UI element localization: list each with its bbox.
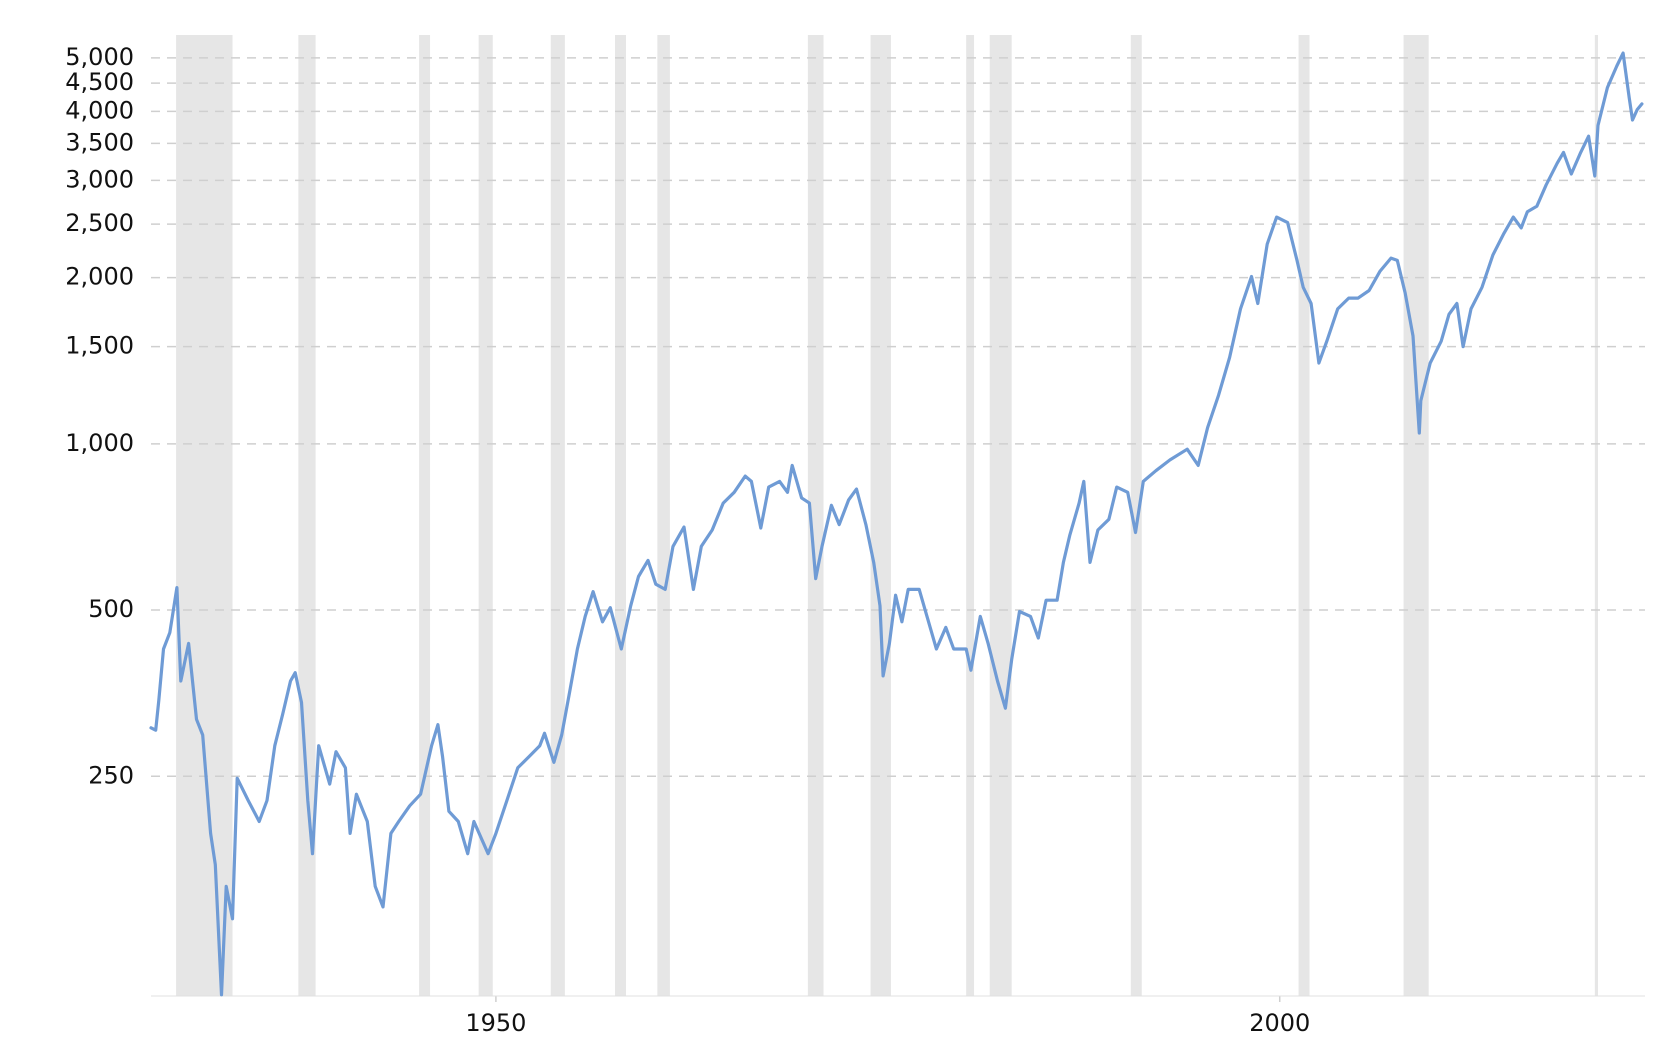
recession-band: [966, 35, 975, 996]
y-tick-label: 500: [88, 595, 134, 623]
recession-shading: [176, 35, 1598, 996]
recession-band: [989, 35, 1012, 996]
y-tick-label: 4,500: [65, 68, 134, 96]
y-tick-label: 4,000: [65, 96, 134, 124]
recession-band: [1298, 35, 1310, 996]
y-tick-label: 3,500: [65, 128, 134, 156]
recession-band: [1594, 35, 1598, 996]
price-line: [149, 51, 1644, 997]
x-tick-label: 1950: [465, 1009, 526, 1037]
recession-band: [870, 35, 891, 996]
y-tick-label: 2,000: [65, 263, 134, 291]
y-tick-label: 5,000: [65, 43, 134, 71]
recession-band: [657, 35, 670, 996]
recession-band: [298, 35, 316, 996]
x-tick-label: 2000: [1249, 1009, 1310, 1037]
recession-band: [615, 35, 627, 996]
recession-band: [807, 35, 824, 996]
y-tick-label: 3,000: [65, 165, 134, 193]
y-tick-label: 1,000: [65, 429, 134, 457]
recession-band: [478, 35, 493, 996]
y-tick-label: 1,500: [65, 332, 134, 360]
recession-band: [419, 35, 431, 996]
grid: [151, 57, 1645, 1002]
recession-band: [1403, 35, 1429, 996]
axis-labels: 250 500 1,000 1,500 2,000 2,500 3,000 3,500 4,00…: [65, 43, 1310, 1037]
recession-band: [1130, 35, 1142, 996]
y-tick-label: 250: [88, 761, 134, 789]
recession-band: [550, 35, 565, 996]
series: [149, 51, 1644, 997]
recession-band: [176, 35, 233, 996]
y-tick-label: 2,500: [65, 209, 134, 237]
